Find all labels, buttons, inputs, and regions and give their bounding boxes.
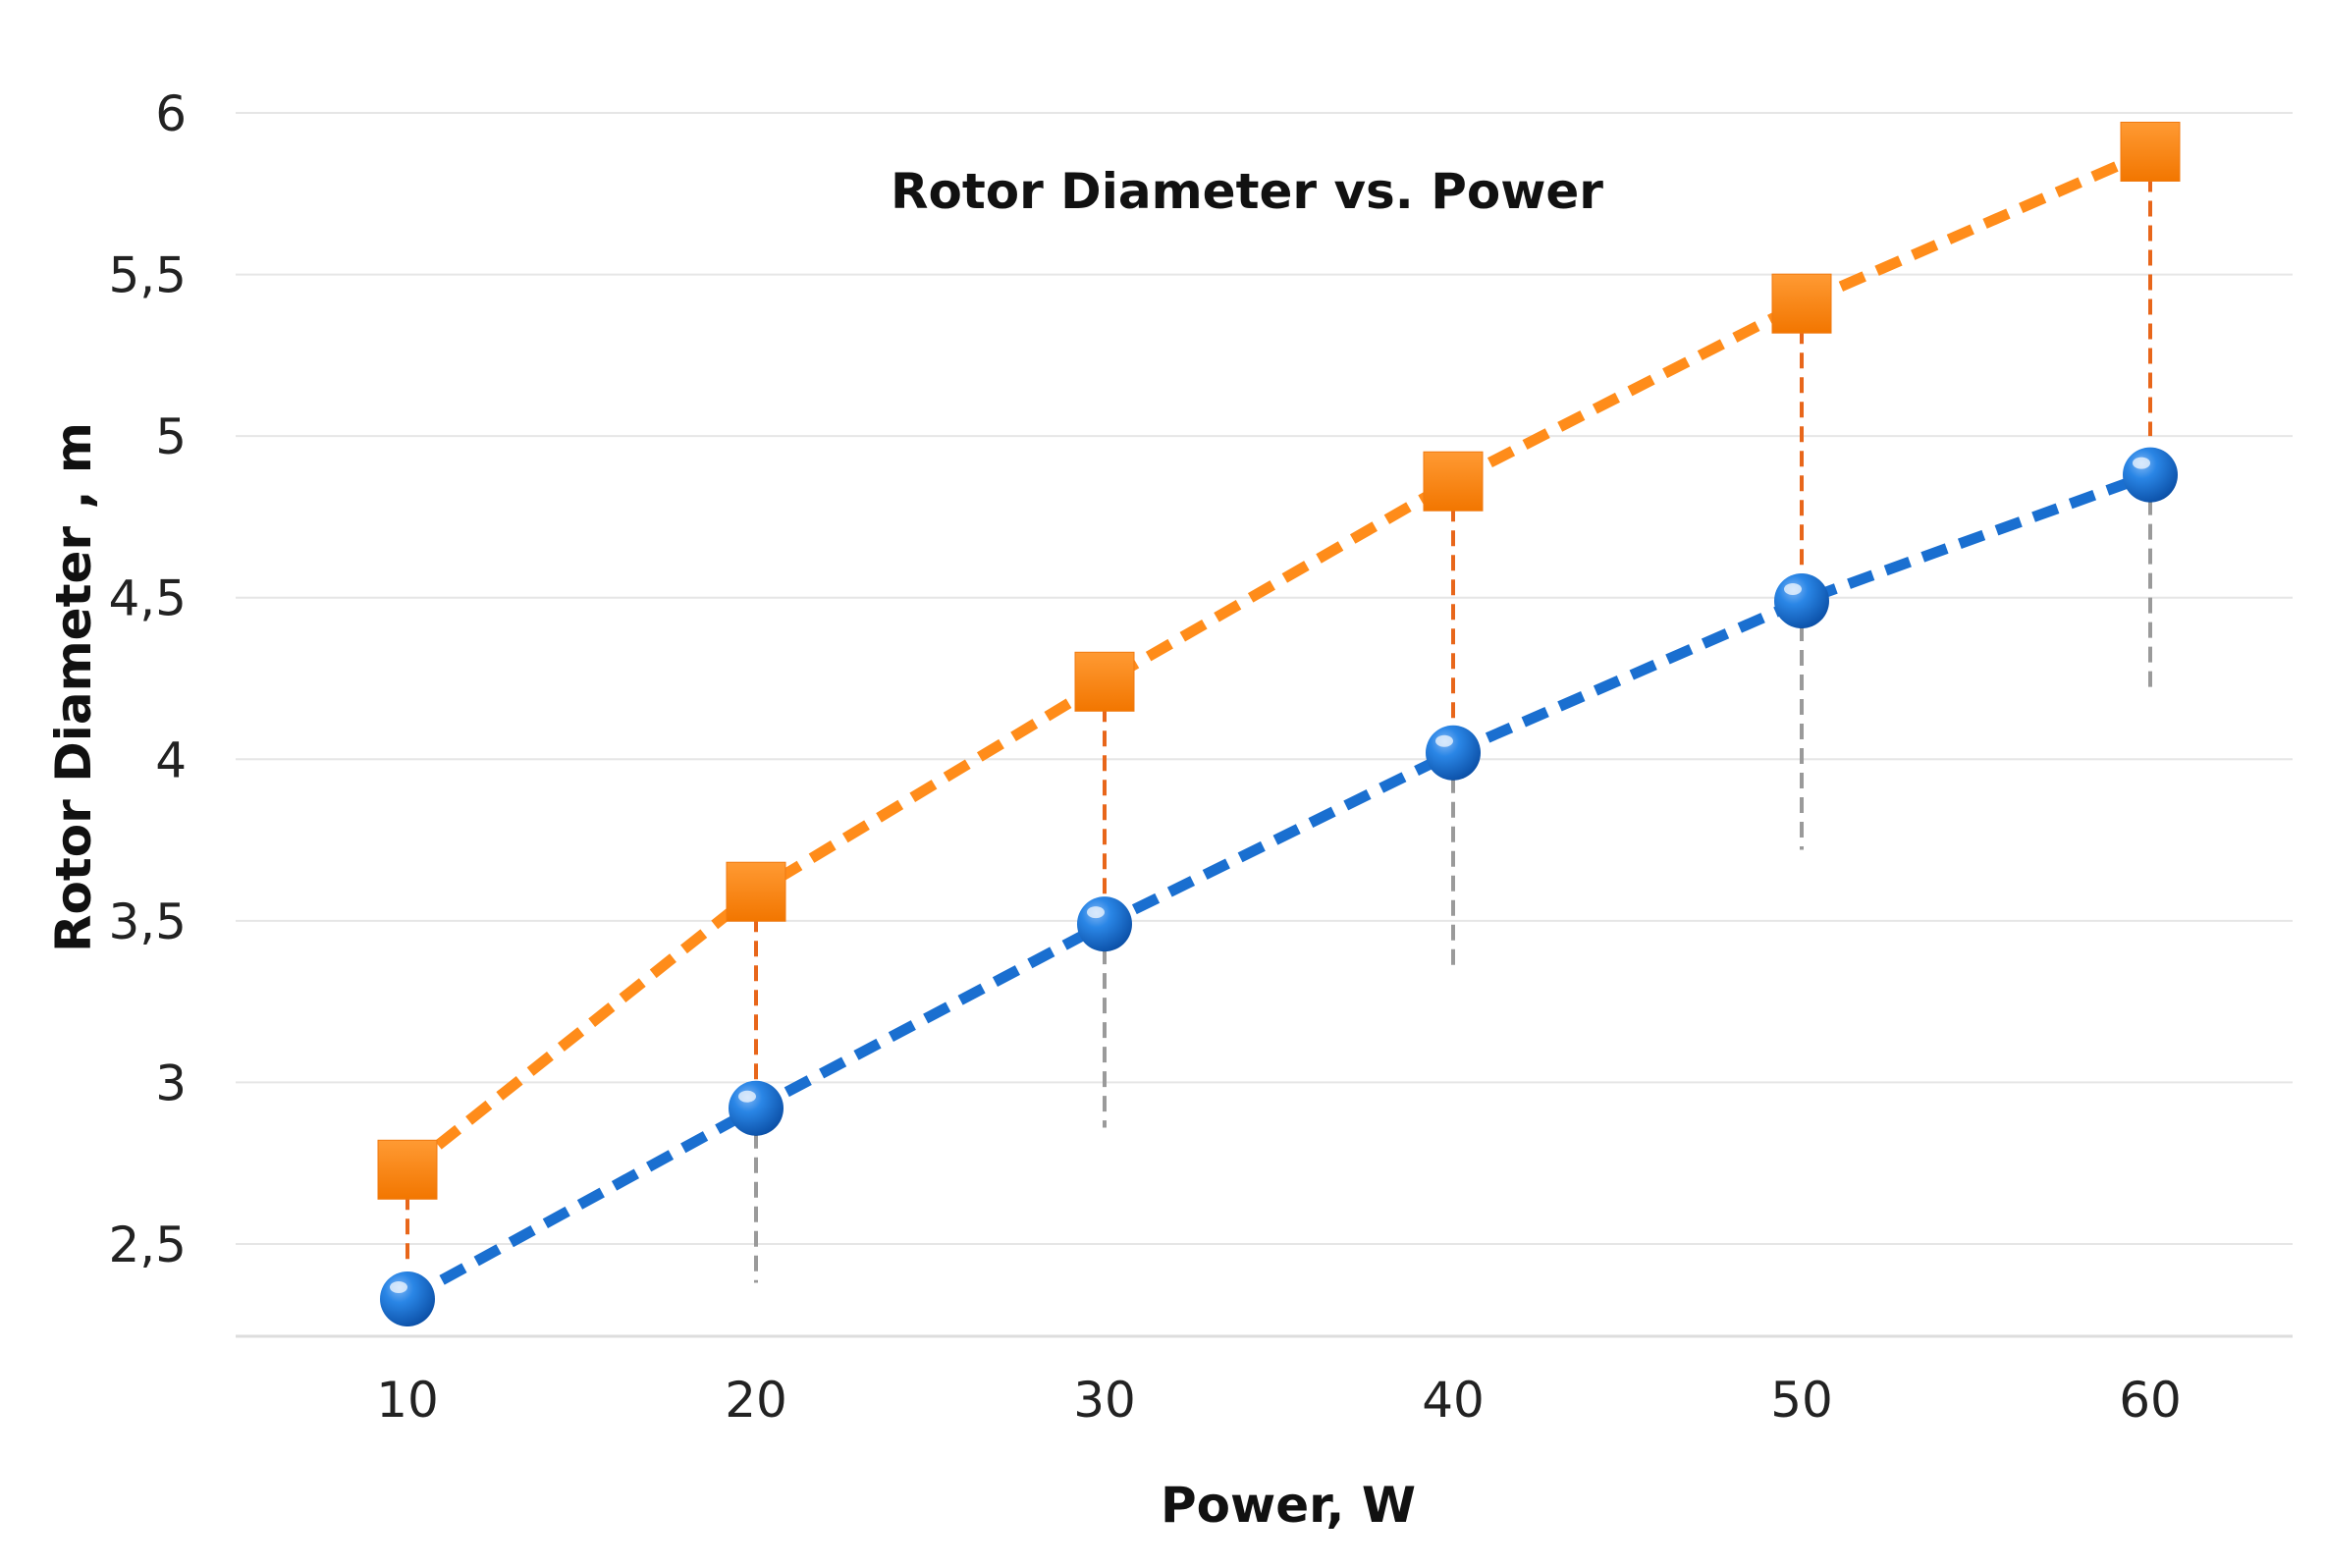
data-point-circle: [380, 1271, 435, 1326]
data-point-circle: [1774, 573, 1829, 629]
grid: [236, 112, 2293, 1245]
x-tick-label: 50: [1770, 1372, 1833, 1429]
data-point-highlight: [2133, 457, 2150, 469]
series-line: [404, 146, 2153, 1174]
y-tick-label: 3: [155, 1054, 187, 1111]
x-tick-label: 30: [1073, 1372, 1136, 1429]
y-tick-label: 6: [155, 85, 187, 142]
x-axis-ticks: 10 20 30 40 50 60: [376, 1372, 2182, 1429]
x-axis-title: Power, W: [1161, 1477, 1416, 1534]
y-tick-label: 4,5: [108, 570, 187, 627]
y-tick-label: 3,5: [108, 893, 187, 950]
data-point-highlight: [1784, 583, 1802, 596]
data-point-circle: [1077, 896, 1132, 952]
data-point-square: [377, 1139, 438, 1200]
series-lines: [404, 146, 2153, 1304]
data-point-highlight: [390, 1280, 407, 1293]
data-point-square: [1423, 451, 1484, 512]
series-line: [405, 469, 2152, 1304]
data-point-circle: [1426, 725, 1481, 781]
data-point-circle: [2123, 447, 2178, 503]
data-point-square: [2120, 121, 2181, 182]
x-tick-label: 60: [2119, 1372, 2182, 1429]
x-tick-label: 40: [1422, 1372, 1485, 1429]
y-axis-title: Rotor Diameter , m: [45, 422, 102, 952]
data-point-circle: [729, 1080, 784, 1136]
data-point-square: [1771, 273, 1832, 334]
error-bars: [406, 151, 2152, 1326]
series-markers: [377, 121, 2181, 1326]
x-tick-label: 10: [376, 1372, 439, 1429]
y-tick-label: 5,5: [108, 247, 187, 304]
data-point-square: [1074, 651, 1135, 712]
data-point-highlight: [1087, 906, 1105, 919]
data-point-highlight: [1435, 734, 1453, 747]
y-tick-label: 2,5: [108, 1217, 187, 1273]
data-point-square: [726, 861, 786, 922]
x-tick-label: 20: [725, 1372, 787, 1429]
y-tick-label: 4: [155, 731, 187, 788]
chart-title: Rotor Diameter vs. Power: [891, 163, 1603, 220]
y-tick-label: 5: [155, 408, 187, 465]
y-axis-ticks: 2,5 3 3,5 4 4,5 5 5,5 6: [108, 85, 187, 1273]
data-point-highlight: [738, 1090, 756, 1103]
